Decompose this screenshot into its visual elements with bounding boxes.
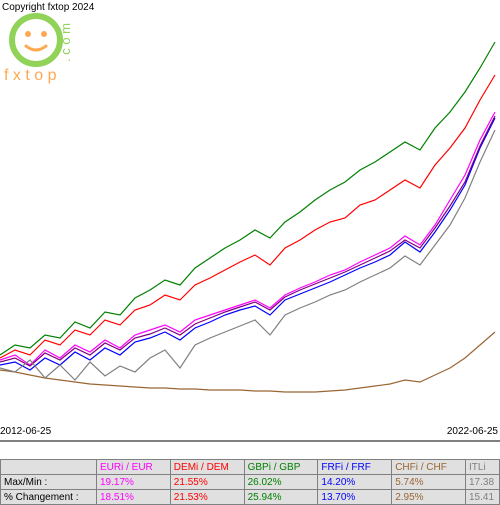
x-end-date: 2022-06-25 [447,426,498,437]
legend-cell: 21.55% [170,475,244,490]
series-DEMi / DEM [0,75,495,358]
legend-cell: 26.02% [244,475,318,490]
svg-text:f x t o p: f x t o p [4,67,57,84]
table-row: Max/Min :19.17%21.55%26.02%14.20%5.74%17… [1,475,500,490]
legend-table: EURi / EURDEMi / DEMGBPi / GBPFRFi / FRF… [0,459,500,505]
legend-cell: 17.38 [466,475,500,490]
chart-area: Copyright fxtop 2024 f x t o p . c o m 2… [0,0,500,440]
table-row: EURi / EURDEMi / DEMGBPi / GBPFRFi / FRF… [1,460,500,475]
legend-cell: 15.41 [466,490,500,505]
legend-cell: 13.70% [318,490,392,505]
row-label [1,460,97,475]
legend-cell: EURi / EUR [97,460,171,475]
fxtop-logo: f x t o p . c o m [2,12,102,91]
legend-cell: 2.95% [392,490,466,505]
legend-cell: 21.53% [170,490,244,505]
table-row: % Changement :18.51%21.53%25.94%13.70%2.… [1,490,500,505]
x-axis-labels: 2012-06-25 2022-06-25 [0,426,500,440]
row-label: % Changement : [1,490,97,505]
legend-cell: FRFi / FRF [318,460,392,475]
legend-cell: DEMi / DEM [170,460,244,475]
legend-cell: 18.51% [97,490,171,505]
legend-cell: 5.74% [392,475,466,490]
legend-cell: ITLi [466,460,500,475]
series-CHFi / CHF [0,332,495,392]
series-purple [0,116,495,366]
x-start-date: 2012-06-25 [0,426,51,437]
legend-cell: 25.94% [244,490,318,505]
legend-cell: CHFi / CHF [392,460,466,475]
legend-cell: 19.17% [97,475,171,490]
legend-cell: GBPi / GBP [244,460,318,475]
series-ITLi / ITL [0,130,495,380]
copyright-text: Copyright fxtop 2024 [2,2,94,13]
row-label: Max/Min : [1,475,97,490]
svg-text:. c o m: . c o m [58,23,73,62]
legend-cell: 14.20% [318,475,392,490]
